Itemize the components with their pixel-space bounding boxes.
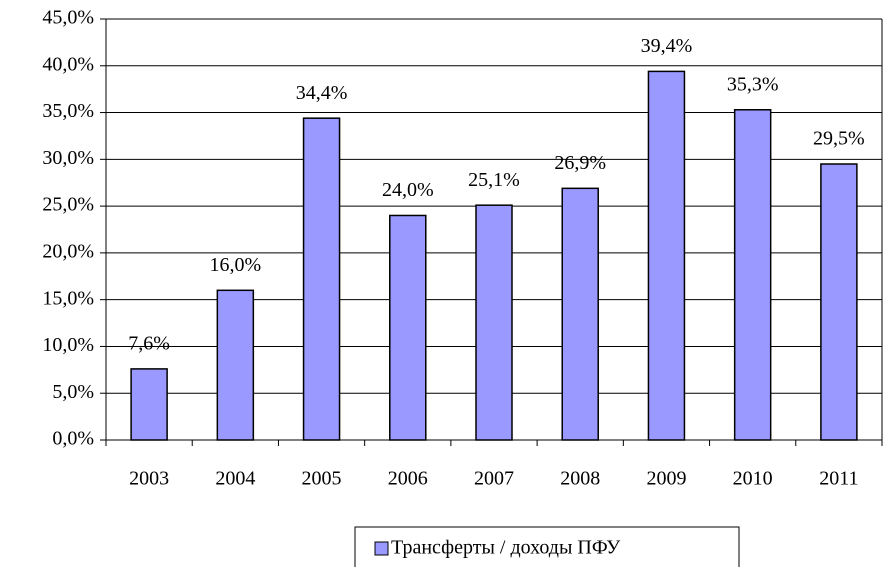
y-tick-label: 25,0% — [42, 194, 94, 216]
x-tick-label: 2005 — [302, 468, 342, 490]
bar — [647, 70, 686, 441]
data-label: 16,0% — [209, 254, 261, 276]
y-tick-label: 0,0% — [52, 428, 94, 450]
bar — [820, 163, 858, 441]
x-tick-label: 2004 — [215, 468, 255, 490]
x-tick-label: 2007 — [474, 468, 514, 490]
x-tick-label: 2011 — [819, 468, 858, 490]
x-tick-label: 2009 — [646, 468, 686, 490]
x-tick-label: 2006 — [388, 468, 428, 490]
y-tick-label: 5,0% — [52, 381, 94, 403]
bar — [389, 214, 427, 441]
bar — [561, 187, 599, 441]
bar — [733, 108, 772, 441]
bar — [216, 289, 255, 441]
data-label: 39,4% — [641, 35, 693, 57]
x-tick-label: 2008 — [560, 468, 600, 490]
x-tick-label: 2003 — [129, 468, 169, 490]
y-tick-label: 45,0% — [42, 7, 94, 29]
data-label: 29,5% — [813, 128, 865, 150]
data-label: 25,1% — [468, 169, 520, 191]
bar — [302, 117, 341, 441]
data-label: 34,4% — [296, 82, 348, 104]
legend-label: Трансферты / доходы ПФУ — [391, 537, 621, 559]
y-tick-label: 15,0% — [42, 287, 94, 309]
y-tick-label: 35,0% — [42, 100, 94, 122]
bar — [475, 204, 513, 441]
y-tick-label: 30,0% — [42, 147, 94, 169]
data-label: 24,0% — [382, 179, 434, 201]
data-label: 35,3% — [727, 73, 779, 95]
legend-box — [354, 526, 740, 567]
legend-swatch — [374, 541, 389, 556]
y-tick-label: 10,0% — [42, 334, 94, 356]
x-tick-label: 2010 — [733, 468, 773, 490]
data-label: 26,9% — [554, 152, 606, 174]
bar — [130, 368, 168, 441]
y-tick-label: 40,0% — [42, 53, 94, 75]
data-label: 7,6% — [128, 332, 170, 354]
y-tick-label: 20,0% — [42, 240, 94, 262]
